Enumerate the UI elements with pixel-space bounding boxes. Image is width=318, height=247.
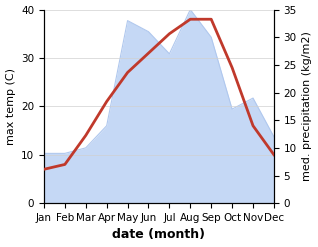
Y-axis label: max temp (C): max temp (C)	[5, 68, 16, 145]
X-axis label: date (month): date (month)	[113, 228, 205, 242]
Y-axis label: med. precipitation (kg/m2): med. precipitation (kg/m2)	[302, 31, 313, 181]
